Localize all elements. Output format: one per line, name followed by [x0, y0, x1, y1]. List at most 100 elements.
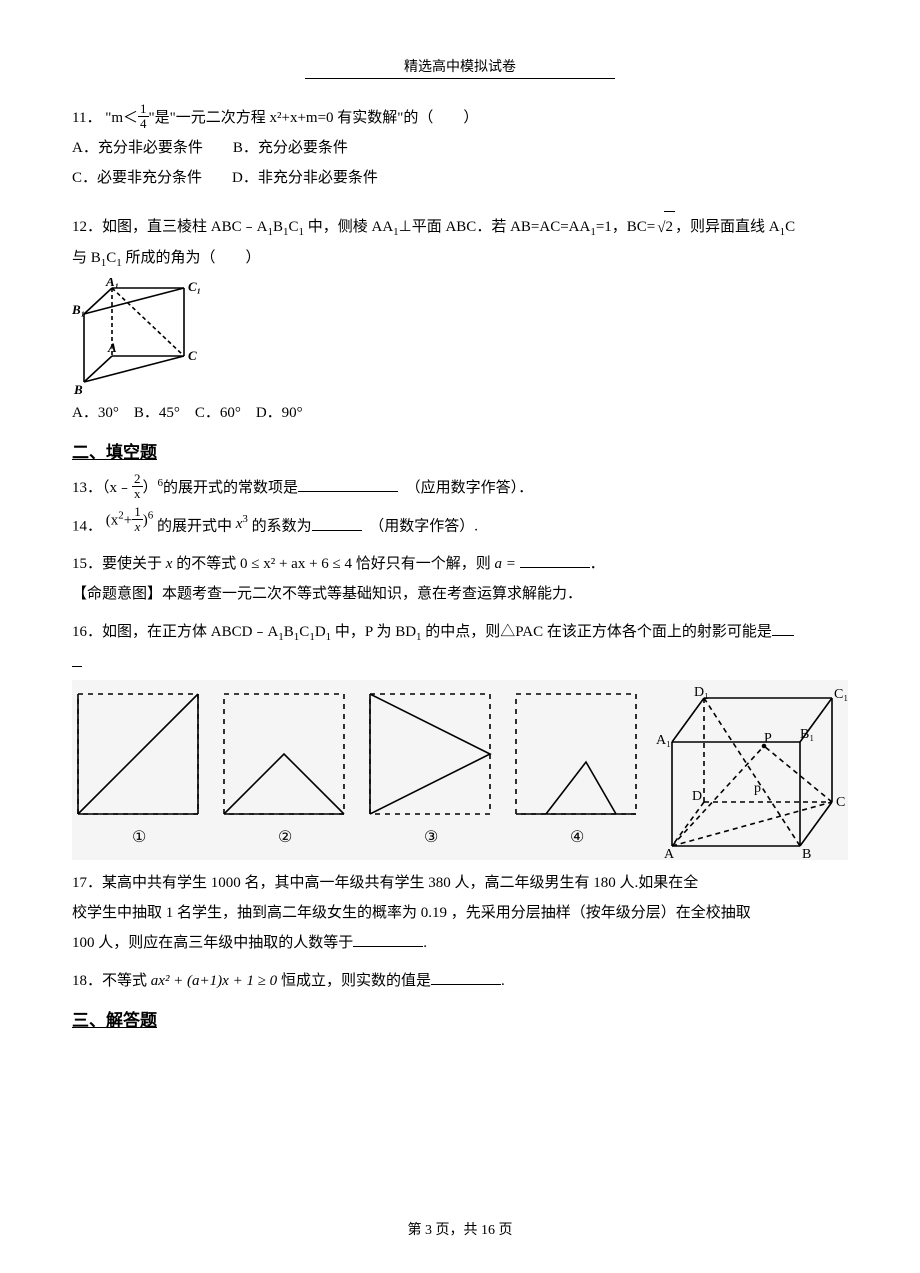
- svg-text:C: C: [836, 795, 845, 810]
- svg-text:A₁: A₁: [656, 733, 671, 748]
- svg-text:③: ③: [424, 829, 438, 846]
- t: 的不等式: [172, 556, 240, 572]
- q11-m: m＜: [111, 110, 138, 126]
- t: ．: [590, 556, 605, 572]
- question-17: 17．某高中共有学生 1000 名，其中高一年级共有学生 380 人，高二年级男…: [72, 868, 848, 958]
- t: ）: [143, 480, 158, 496]
- t: ，则异面直线 A: [675, 219, 780, 235]
- svg-text:B: B: [73, 382, 83, 397]
- t: 校学生中抽取 1 名学生，抽到高二年级女生的概率为 0.19 ，先采用分层抽样（…: [72, 898, 848, 928]
- q16-number: 16．: [72, 624, 102, 640]
- svg-text:A: A: [107, 340, 117, 355]
- question-13: 13．（x﹣2x）6的展开式的常数项是 （应用数字作答）．: [72, 472, 848, 503]
- t: .: [423, 935, 427, 951]
- t: 与 B: [72, 250, 101, 266]
- svg-text:A: A: [664, 847, 675, 860]
- svg-text:P: P: [764, 731, 772, 746]
- t: （x﹣: [102, 480, 132, 496]
- t: 恒成立，则实数的值是: [277, 973, 431, 989]
- q11-choice-d: D．非充分非必要条件: [232, 170, 378, 186]
- svg-text:C₁: C₁: [188, 279, 201, 294]
- t: 的系数为: [252, 519, 312, 535]
- question-15: 15．要使关于 x 的不等式 0 ≤ x² + ax + 6 ≤ 4 恰好只有一…: [72, 549, 848, 609]
- q12-figure: A₁ C₁ B₁ A C B: [72, 278, 848, 398]
- q11-choice-b: B．充分必要条件: [233, 140, 348, 156]
- t: 不等式: [102, 973, 151, 989]
- t: C: [785, 219, 795, 235]
- blank: [312, 516, 362, 531]
- q15-note: 【命题意图】本题考查一元二次不等式等基础知识，意在考查运算求解能力．: [72, 579, 848, 609]
- question-14: 14． (x2+1x)6 的展开式中 x3 的系数为 （用数字作答）.: [72, 513, 848, 541]
- q15-number: 15．: [72, 556, 102, 572]
- svg-text:②: ②: [278, 829, 292, 846]
- sup: 3: [242, 513, 248, 525]
- sup: 6: [148, 510, 154, 522]
- page-footer: 第 3 页，共 16 页: [0, 1219, 920, 1239]
- q17-number: 17．: [72, 875, 102, 891]
- blank: [353, 933, 423, 948]
- page: 精选高中模拟试卷 11． "m＜14"是"一元二次方程 x²+x+m=0 有实数…: [0, 0, 920, 1273]
- t: C: [299, 624, 309, 640]
- q13-frac: 2x: [132, 472, 143, 500]
- underline-period: [72, 653, 82, 668]
- t: (x: [106, 513, 119, 529]
- svg-text:D: D: [692, 789, 702, 804]
- q11-frac: 14: [138, 102, 149, 130]
- blank: [298, 478, 398, 493]
- page-header: 精选高中模拟试卷: [305, 56, 615, 79]
- t: B: [284, 624, 294, 640]
- a-eq: a =: [495, 556, 516, 572]
- q11-choice-c: C．必要非充分条件: [72, 170, 202, 186]
- q14-frac: 1x: [132, 505, 143, 533]
- question-11: 11． "m＜14"是"一元二次方程 x²+x+m=0 有实数解"的（ ） A．…: [72, 103, 848, 193]
- section-2-heading: 二、填空题: [72, 436, 848, 470]
- t: C: [288, 219, 298, 235]
- t: （应用数字作答）．: [413, 480, 533, 496]
- blank: [520, 554, 590, 569]
- svg-text:A₁: A₁: [105, 278, 119, 289]
- q12-choices: A．30° B．45° C．60° D．90°: [72, 398, 848, 428]
- t: D: [315, 624, 326, 640]
- svg-text:p: p: [754, 781, 761, 796]
- t: +: [124, 513, 132, 529]
- t: 中，P 为 BD: [331, 624, 416, 640]
- blank: [431, 971, 501, 986]
- q11-choice-a: A．充分非必要条件: [72, 140, 203, 156]
- svg-text:④: ④: [570, 829, 584, 846]
- svg-text:①: ①: [132, 829, 146, 846]
- question-12: 12．如图，直三棱柱 ABC﹣A1B1C1 中，侧棱 AA1⊥平面 ABC．若 …: [72, 211, 848, 428]
- t: 的展开式中: [157, 519, 232, 535]
- q15-ineq: 0 ≤ x² + ax + 6 ≤ 4: [240, 556, 352, 572]
- question-18: 18．不等式 ax² + (a+1)x + 1 ≥ 0 恒成立，则实数的值是.: [72, 966, 848, 996]
- q12-t1: 如图，直三棱柱 ABC﹣A: [102, 219, 267, 235]
- q18-number: 18．: [72, 973, 102, 989]
- svg-text:B₁: B₁: [800, 727, 814, 742]
- svg-text:D₁: D₁: [694, 685, 709, 700]
- q14-number: 14．: [72, 519, 102, 535]
- q11-text: "是"一元二次方程 x²+x+m=0 有实数解"的（ ）: [149, 110, 479, 126]
- t: 要使关于: [102, 556, 166, 572]
- t: 某高中共有学生 1000 名，其中高一年级共有学生 380 人，高二年级男生有 …: [102, 875, 698, 891]
- t: 的中点，则△PAC 在该正方体各个面上的射影可能是: [422, 624, 772, 640]
- svg-text:C: C: [188, 348, 197, 363]
- t: 的展开式的常数项是: [163, 480, 298, 496]
- section-3-heading: 三、解答题: [72, 1004, 848, 1038]
- svg-text:B₁: B₁: [72, 302, 85, 317]
- q11-number: 11．: [72, 110, 101, 126]
- t: 所成的角为（ ）: [122, 250, 261, 266]
- sqrt-2: 2: [655, 211, 675, 242]
- t: 如图，在正方体 ABCD﹣A: [102, 624, 278, 640]
- t: 恰好只有一个解，则: [352, 556, 495, 572]
- q12-number: 12．: [72, 219, 102, 235]
- t: 100 人，则应在高三年级中抽取的人数等于: [72, 935, 353, 951]
- t: （用数字作答）.: [377, 519, 478, 535]
- question-16: 16．如图，在正方体 ABCD﹣A1B1C1D1 中，P 为 BD1 的中点，则…: [72, 617, 848, 860]
- svg-text:C₁: C₁: [834, 687, 848, 702]
- t: C: [106, 250, 116, 266]
- q16-figure: ① ② ③: [72, 680, 848, 860]
- q18-expr: ax² + (a+1)x + 1 ≥ 0: [151, 973, 277, 989]
- t: =1，BC=: [596, 219, 655, 235]
- content: 11． "m＜14"是"一元二次方程 x²+x+m=0 有实数解"的（ ） A．…: [72, 103, 848, 1038]
- t: ⊥平面 ABC．若 AB=AC=AA: [399, 219, 591, 235]
- t: .: [501, 973, 505, 989]
